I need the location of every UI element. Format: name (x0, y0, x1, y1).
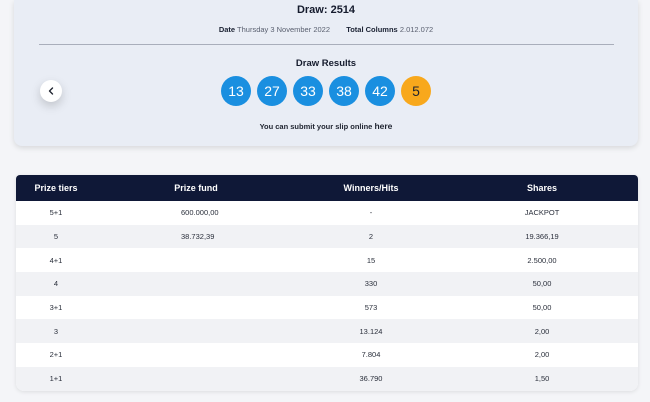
cell-fund (96, 248, 296, 272)
cell-winners: 15 (366, 255, 376, 265)
cell-tier: 1+1 (16, 366, 96, 391)
columns-value: 2.012.072 (399, 25, 434, 34)
cell-share: 1,50 (446, 366, 638, 391)
header-prize-tiers: Prize tiers (16, 175, 96, 201)
result-balls: 13 27 33 38 42 5 (14, 76, 638, 106)
cell-share: JACKPOT (524, 208, 560, 218)
submit-text: You can submit your slip online (259, 122, 373, 131)
table-row: 4 330 50,00 (16, 272, 638, 296)
prize-table: Prize tiers Prize fund Winners/Hits Shar… (16, 175, 638, 391)
cell-winners: 2 (296, 224, 446, 249)
date-label: Date (218, 25, 236, 34)
submit-slip-text: You can submit your slip online here (14, 121, 638, 131)
cell-share: 50,00 (532, 303, 552, 313)
header-prize-fund: Prize fund (96, 175, 296, 201)
number-ball: 38 (329, 76, 359, 106)
cell-fund (96, 366, 296, 391)
number-ball: 27 (257, 76, 287, 106)
cell-fund (96, 319, 296, 344)
cell-fund (96, 343, 296, 367)
table-row: 5+1 600.000,00 - JACKPOT (16, 201, 638, 225)
table-row: 5 38.732,39 2 19.366,19 (16, 224, 638, 249)
cell-tier: 2+1 (49, 350, 63, 360)
previous-draw-button[interactable] (40, 80, 62, 102)
cell-share: 2,00 (534, 350, 550, 360)
cell-fund: 600.000,00 (181, 208, 219, 218)
header-winners-hits: Winners/Hits (296, 175, 446, 201)
cell-tier: 3 (16, 319, 96, 344)
cell-share: 2,00 (446, 319, 638, 344)
table-header-row: Prize tiers Prize fund Winners/Hits Shar… (16, 175, 638, 201)
cell-winners: 330 (296, 272, 446, 296)
cell-tier: 4 (16, 272, 96, 296)
cell-tier: 5+1 (49, 208, 63, 218)
cell-fund (96, 296, 296, 320)
cell-share: 50,00 (446, 272, 638, 296)
draw-meta: Date Thursday 3 November 2022 Total Colu… (14, 25, 638, 34)
number-ball: 13 (221, 76, 251, 106)
cell-winners: 36.790 (296, 366, 446, 391)
cell-winners: 13.124 (296, 319, 446, 344)
draw-info-card: Draw: 2514 Date Thursday 3 November 2022… (14, 0, 638, 146)
cell-share: 19.366,19 (446, 224, 638, 249)
bonus-ball: 5 (401, 76, 431, 106)
cell-fund: 38.732,39 (96, 224, 296, 249)
cell-winners: 573 (364, 303, 378, 313)
chevron-left-icon (48, 87, 54, 95)
table-row: 2+1 7.804 2,00 (16, 343, 638, 367)
date-value: Thursday 3 November 2022 (237, 25, 330, 34)
cell-fund (96, 272, 296, 296)
cell-tier: 3+1 (49, 303, 63, 313)
number-ball: 33 (293, 76, 323, 106)
cell-winners: 7.804 (361, 350, 381, 360)
table-row: 1+1 36.790 1,50 (16, 366, 638, 391)
number-ball: 42 (365, 76, 395, 106)
draw-title: Draw: 2514 (296, 4, 356, 16)
cell-tier: 4+1 (49, 255, 63, 265)
table-row: 4+1 15 2.500,00 (16, 248, 638, 272)
cell-winners: - (369, 208, 373, 218)
cell-tier: 5 (16, 224, 96, 249)
draw-results-title: Draw Results (295, 58, 357, 69)
table-row: 3+1 573 50,00 (16, 296, 638, 320)
columns-label: Total Columns (346, 25, 398, 34)
header-shares: Shares (446, 175, 638, 201)
divider (39, 44, 614, 45)
cell-share: 2.500,00 (527, 255, 557, 265)
submit-here-link[interactable]: here (374, 121, 393, 131)
table-row: 3 13.124 2,00 (16, 319, 638, 344)
